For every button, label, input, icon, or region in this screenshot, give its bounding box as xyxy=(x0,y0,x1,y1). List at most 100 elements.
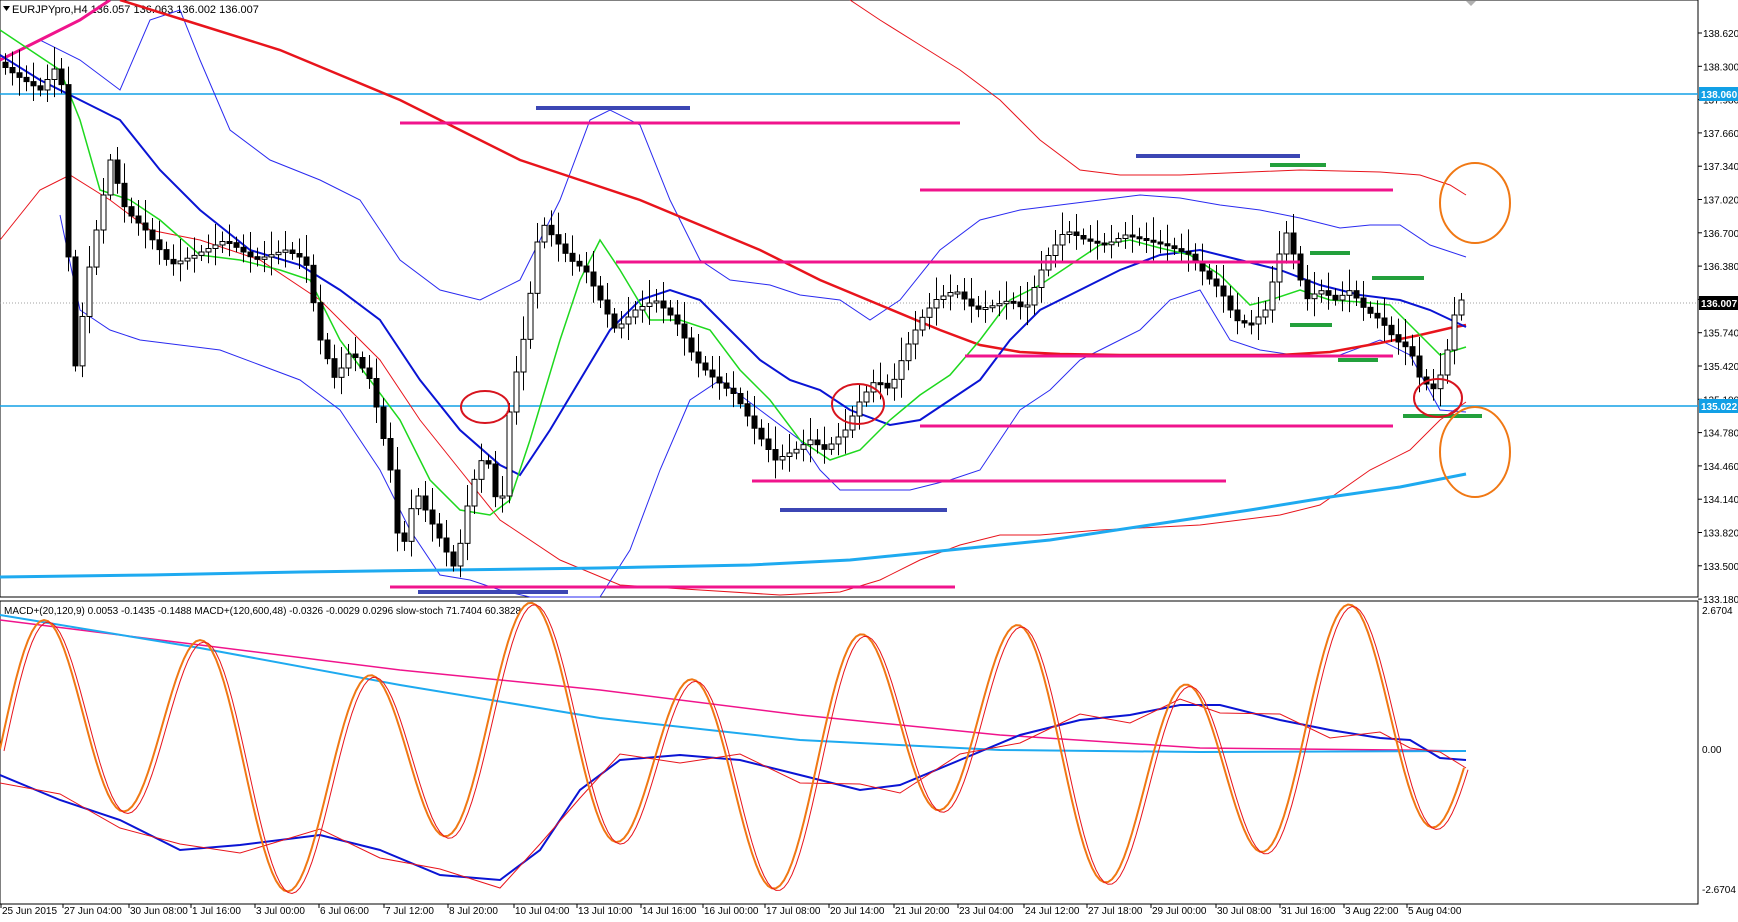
candlestick[interactable] xyxy=(744,390,751,427)
candlestick[interactable] xyxy=(1010,292,1017,310)
candlestick[interactable] xyxy=(604,283,611,328)
candlestick[interactable] xyxy=(590,251,597,303)
candlestick[interactable] xyxy=(814,429,821,454)
candlestick[interactable] xyxy=(128,197,135,224)
candlestick[interactable] xyxy=(1108,225,1115,259)
orange-projection-circle[interactable] xyxy=(1439,162,1511,244)
candlestick[interactable] xyxy=(1325,272,1332,310)
candlestick[interactable] xyxy=(198,245,205,261)
candlestick[interactable] xyxy=(968,278,975,323)
candlestick[interactable] xyxy=(1269,266,1276,323)
candlestick[interactable] xyxy=(1241,314,1248,328)
candlestick[interactable] xyxy=(835,423,842,456)
candlestick[interactable] xyxy=(359,351,366,373)
candlestick[interactable] xyxy=(352,337,359,372)
candlestick[interactable] xyxy=(548,210,555,247)
annotation-shapes[interactable] xyxy=(460,162,1511,498)
candlestick[interactable] xyxy=(401,521,408,551)
candlestick[interactable] xyxy=(758,419,765,447)
candlestick[interactable] xyxy=(2,53,9,75)
candlestick[interactable] xyxy=(1388,316,1395,342)
candlestick[interactable] xyxy=(436,513,443,547)
candlestick[interactable] xyxy=(884,374,891,396)
candlestick[interactable] xyxy=(184,247,191,270)
candlestick[interactable] xyxy=(653,289,660,313)
candlestick[interactable] xyxy=(1395,318,1402,355)
candlestick[interactable] xyxy=(856,385,863,430)
candlestick[interactable] xyxy=(156,220,163,265)
candlestick[interactable] xyxy=(492,451,499,508)
candlestick[interactable] xyxy=(1234,293,1241,335)
candlestick[interactable] xyxy=(982,290,989,323)
candlestick[interactable] xyxy=(471,469,478,514)
red-highlight-circle[interactable] xyxy=(831,383,885,425)
candlestick[interactable] xyxy=(233,236,240,253)
candlestick[interactable] xyxy=(688,327,695,361)
candlestick[interactable] xyxy=(1059,212,1066,263)
candlestick[interactable] xyxy=(443,520,450,567)
candlestick[interactable] xyxy=(149,218,156,250)
candlestick[interactable] xyxy=(1150,217,1157,261)
candlestick[interactable] xyxy=(1332,288,1339,306)
candlestick[interactable] xyxy=(520,316,527,391)
candlestick[interactable] xyxy=(324,333,331,365)
candlestick[interactable] xyxy=(1360,281,1367,321)
candlestick[interactable] xyxy=(772,426,779,479)
candlestick[interactable] xyxy=(1220,265,1227,313)
candlestick[interactable] xyxy=(1227,286,1234,318)
candlestick[interactable] xyxy=(65,66,72,272)
level-lines[interactable] xyxy=(390,106,1482,594)
candlestick[interactable] xyxy=(1101,233,1108,253)
candlestick[interactable] xyxy=(905,332,912,371)
candlestick[interactable] xyxy=(1213,265,1220,298)
candlestick[interactable] xyxy=(800,429,807,462)
candlestick[interactable] xyxy=(1185,229,1192,272)
candlestick[interactable] xyxy=(1115,232,1122,247)
candlestick[interactable] xyxy=(1087,225,1094,253)
candlestick[interactable] xyxy=(58,58,65,94)
triangle-down-icon[interactable] xyxy=(3,6,10,11)
candlestick[interactable] xyxy=(1206,264,1213,285)
candlestick[interactable] xyxy=(394,447,401,552)
candlestick[interactable] xyxy=(1129,215,1136,253)
candlestick[interactable] xyxy=(331,344,338,389)
candlestick[interactable] xyxy=(303,235,310,283)
candlestick[interactable] xyxy=(765,423,772,463)
candlestick[interactable] xyxy=(9,51,16,86)
candlestick[interactable] xyxy=(261,241,268,273)
candlestick[interactable] xyxy=(247,232,254,273)
candlestick[interactable] xyxy=(618,311,625,339)
candlestick[interactable] xyxy=(1122,222,1129,249)
candlestick[interactable] xyxy=(646,280,653,325)
candlestick[interactable] xyxy=(947,274,954,311)
main-chart-frame[interactable] xyxy=(0,0,1699,598)
red-highlight-circle[interactable] xyxy=(460,390,510,424)
candlestick[interactable] xyxy=(1073,214,1080,250)
candlestick[interactable] xyxy=(737,387,744,409)
candlestick[interactable] xyxy=(79,302,86,378)
candlestick[interactable] xyxy=(569,235,576,276)
red-highlight-circle[interactable] xyxy=(1413,378,1463,418)
candlestick[interactable] xyxy=(1171,237,1178,255)
candlestick[interactable] xyxy=(30,62,37,101)
candlestick[interactable] xyxy=(828,437,835,455)
candlestick[interactable] xyxy=(464,485,471,561)
candlestick[interactable] xyxy=(1038,251,1045,303)
candlestick[interactable] xyxy=(1367,301,1374,319)
candlestick[interactable] xyxy=(1311,272,1318,317)
candlestick[interactable] xyxy=(1157,230,1164,254)
candlestick[interactable] xyxy=(702,356,709,376)
candlestick[interactable] xyxy=(226,224,233,257)
candlestick[interactable] xyxy=(1297,246,1304,287)
candlestick[interactable] xyxy=(989,299,996,313)
candlestick[interactable] xyxy=(44,64,51,103)
candlestick[interactable] xyxy=(205,234,212,264)
candlestick[interactable] xyxy=(429,488,436,542)
candlestick[interactable] xyxy=(1136,227,1143,246)
candlestick[interactable] xyxy=(1458,293,1465,321)
candlestick[interactable] xyxy=(583,252,590,284)
candlestick[interactable] xyxy=(954,285,961,299)
candlestick[interactable] xyxy=(1346,269,1353,313)
candlestick[interactable] xyxy=(254,247,261,267)
